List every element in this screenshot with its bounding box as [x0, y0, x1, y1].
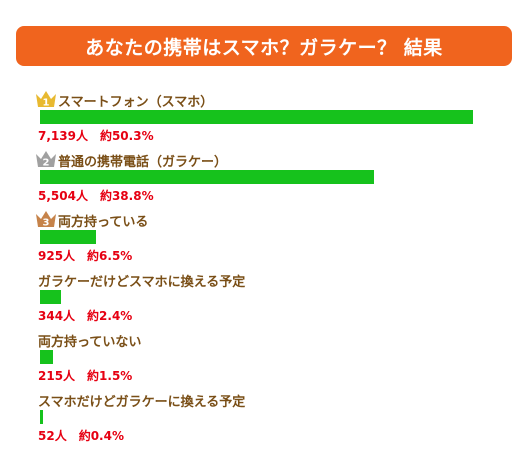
rank-number: 1 [43, 98, 50, 109]
crown-bronze-icon: 3 [34, 209, 58, 229]
category-label: 普通の携帯電話（ガラケー） [58, 155, 228, 170]
value-label: 5,504人 約38.8% [38, 189, 154, 203]
category-label: 両方持っていない [38, 335, 142, 350]
value-label: 52人 約0.4% [38, 429, 124, 443]
value-label: 7,139人 約50.3% [38, 129, 154, 143]
category-label: スマホだけどガラケーに換える予定 [38, 395, 246, 410]
bar [40, 230, 96, 244]
crown-silver-icon: 2 [34, 149, 58, 169]
value-label: 344人 約2.4% [38, 309, 133, 323]
bar [40, 350, 53, 364]
bar [40, 410, 43, 424]
bar [40, 170, 374, 184]
crown-gold-icon: 1 [34, 89, 58, 109]
category-label: スマートフォン（スマホ） [58, 95, 214, 110]
rank-number: 2 [43, 158, 50, 169]
bar [40, 290, 61, 304]
value-label: 215人 約1.5% [38, 369, 133, 383]
category-label: 両方持っている [58, 215, 149, 230]
chart-title: あなたの携帯はスマホ？ガラケー？ 結果 [85, 36, 443, 59]
bar [40, 110, 473, 124]
value-label: 925人 約6.5% [38, 249, 133, 263]
rank-number: 3 [43, 218, 50, 229]
category-label: ガラケーだけどスマホに換える予定 [38, 275, 246, 290]
title-banner: あなたの携帯はスマホ？ガラケー？ 結果 [16, 26, 512, 66]
